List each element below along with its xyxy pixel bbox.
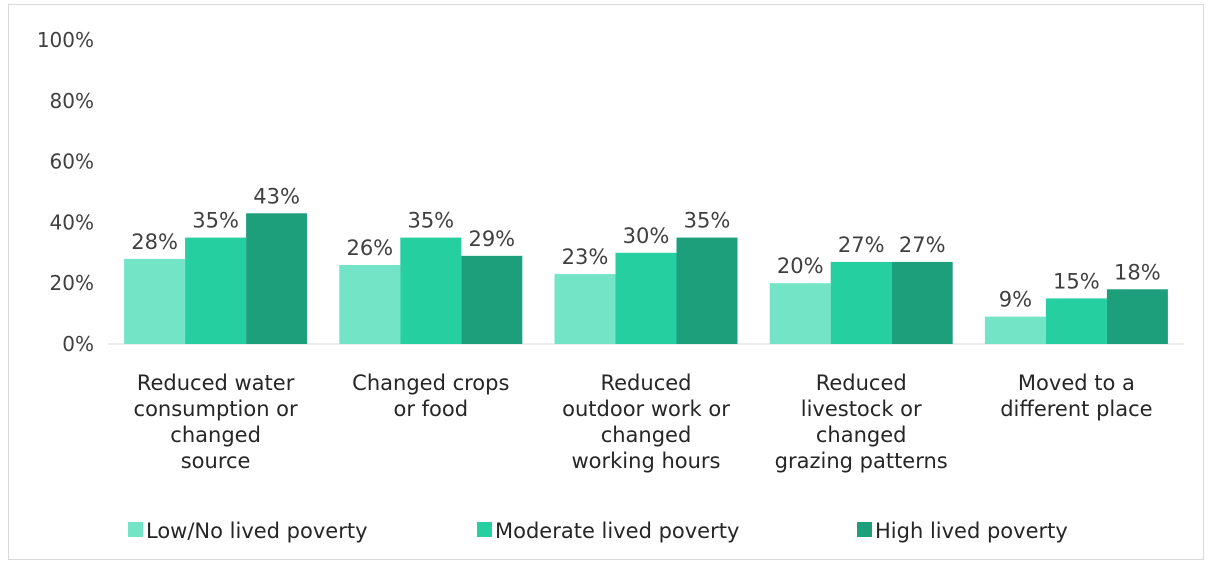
bar bbox=[461, 255, 523, 344]
bar bbox=[1106, 289, 1168, 344]
legend-swatch bbox=[128, 522, 143, 537]
data-label: 15% bbox=[1053, 269, 1100, 293]
category-label: Moved to a different place bbox=[1000, 371, 1152, 421]
bar bbox=[676, 237, 738, 344]
y-tick-label: 100% bbox=[37, 28, 94, 52]
data-label: 35% bbox=[407, 209, 454, 233]
data-label: 26% bbox=[346, 236, 393, 260]
data-label: 18% bbox=[1114, 260, 1161, 284]
data-label: 35% bbox=[192, 209, 239, 233]
y-tick-label: 60% bbox=[50, 150, 94, 174]
data-label: 29% bbox=[468, 227, 515, 251]
bar bbox=[984, 316, 1046, 344]
data-label: 9% bbox=[999, 288, 1032, 312]
data-label: 27% bbox=[838, 233, 885, 257]
legend-label: Low/No lived poverty bbox=[146, 519, 368, 543]
category-label: Changed crops or food bbox=[352, 371, 509, 421]
data-label: 28% bbox=[131, 230, 178, 254]
chart-frame bbox=[8, 4, 1204, 560]
data-label: 27% bbox=[899, 233, 946, 257]
bar bbox=[891, 261, 953, 344]
bar bbox=[400, 237, 462, 344]
bar bbox=[615, 252, 677, 344]
bar bbox=[124, 258, 186, 344]
legend-label: High lived poverty bbox=[875, 519, 1068, 543]
data-label: 30% bbox=[623, 224, 670, 248]
category-label: Reduced water consumption or changed source bbox=[134, 371, 298, 473]
bar bbox=[554, 274, 616, 344]
legend-swatch bbox=[857, 522, 872, 537]
category-label: Reduced outdoor work or changed working hou… bbox=[562, 371, 730, 473]
data-label: 20% bbox=[777, 254, 824, 278]
category-label: Reduced livestock or changed grazing patter… bbox=[775, 371, 948, 473]
y-tick-label: 40% bbox=[50, 210, 94, 234]
y-tick-label: 20% bbox=[50, 271, 94, 295]
bar bbox=[185, 237, 247, 344]
legend-label: Moderate lived poverty bbox=[495, 519, 739, 543]
data-label: 35% bbox=[684, 209, 731, 233]
y-tick-label: 80% bbox=[50, 89, 94, 113]
bar bbox=[246, 213, 308, 344]
bar bbox=[339, 264, 401, 344]
y-tick-label: 0% bbox=[62, 332, 94, 356]
data-label: 43% bbox=[253, 184, 300, 208]
legend-swatch bbox=[477, 522, 492, 537]
bar bbox=[769, 283, 831, 344]
bar bbox=[830, 261, 892, 344]
data-label: 23% bbox=[562, 245, 609, 269]
bar bbox=[1045, 298, 1107, 344]
